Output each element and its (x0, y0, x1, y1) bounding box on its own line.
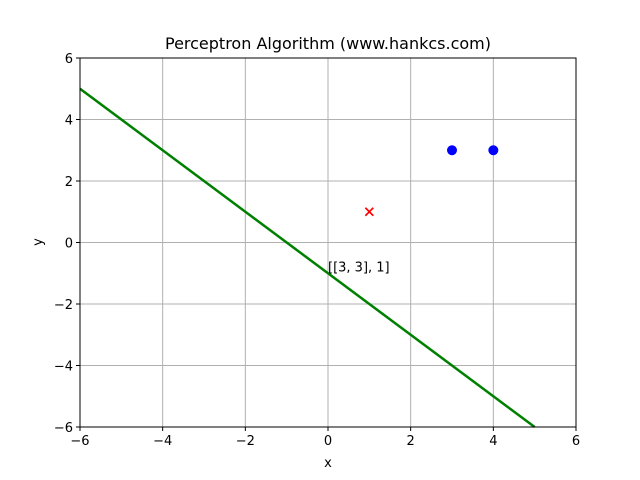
x-tick-label: −6 (70, 434, 89, 449)
x-tick-label: 4 (489, 434, 497, 449)
positive-point (447, 145, 457, 156)
annotation-label: [[3, 3], 1] (328, 260, 390, 275)
plot-data (79, 87, 536, 429)
x-tick-label: 6 (572, 434, 580, 449)
y-tick-label: 0 (65, 237, 73, 252)
y-axis-label: y (31, 238, 46, 246)
y-tick-label: −2 (54, 298, 73, 313)
positive-point (488, 145, 499, 156)
x-tick-label: −4 (153, 434, 172, 449)
x-axis-label: x (324, 456, 332, 471)
y-tick-label: −4 (54, 360, 73, 375)
y-tick-label: 6 (65, 52, 73, 67)
y-tick-label: 2 (65, 175, 73, 190)
negative-point (364, 207, 374, 217)
axis-ticks: −6 −4 −2 0 2 4 6 −6 −4 −2 0 2 4 6 (54, 52, 580, 449)
separating-hyperplane-line (79, 87, 536, 429)
x-tick-label: −2 (236, 434, 255, 449)
x-tick-label: 0 (324, 434, 332, 449)
x-tick-label: 2 (407, 434, 415, 449)
y-tick-label: 4 (65, 114, 73, 129)
annotations: [[3, 3], 1] (328, 260, 390, 275)
chart-title: Perceptron Algorithm (www.hankcs.com) (165, 34, 491, 53)
y-tick-label: −6 (54, 421, 73, 436)
